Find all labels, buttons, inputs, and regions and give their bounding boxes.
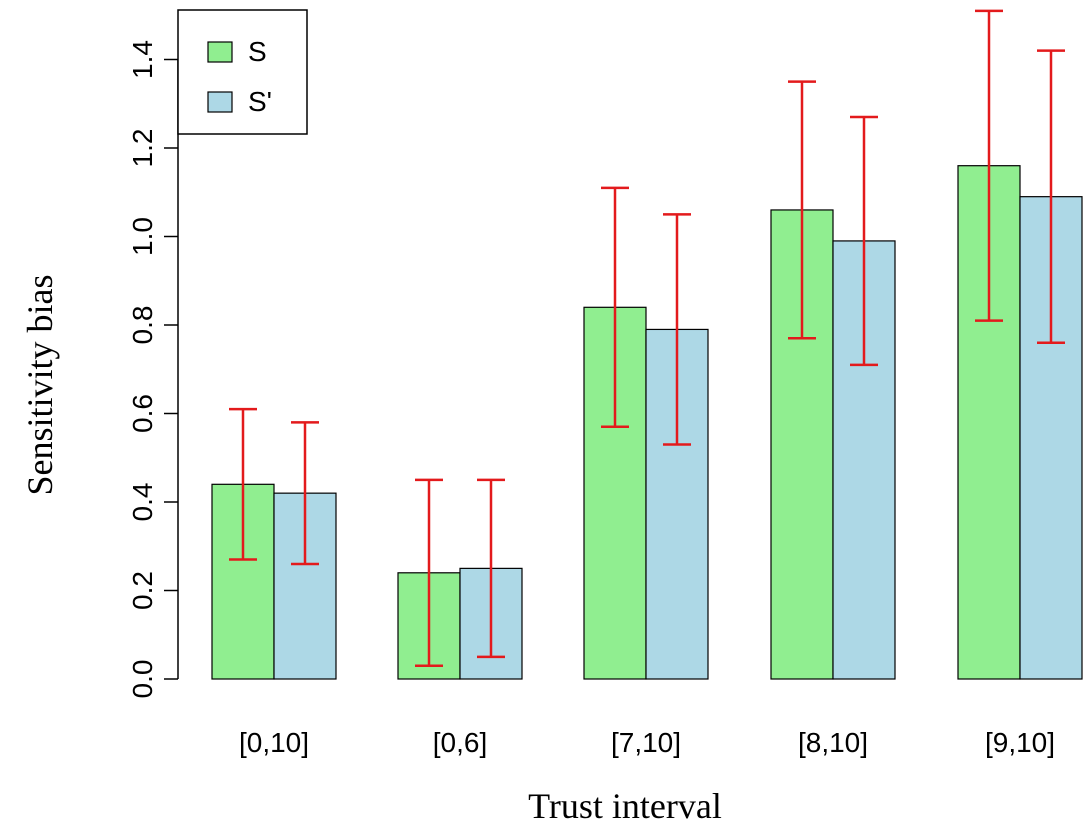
y-tick-label: 1.0 — [127, 217, 158, 256]
x-tick-label: [0,10] — [239, 727, 309, 758]
y-axis-title: Sensitivity bias — [20, 274, 60, 495]
y-tick-label: 1.2 — [127, 129, 158, 168]
x-axis-ticks: [0,10] [0,6] [7,10] [8,10] [9,10] — [239, 727, 1055, 758]
error-bar — [229, 407, 257, 561]
error-bar — [663, 213, 691, 446]
error-bar — [415, 478, 443, 667]
x-tick-label: [8,10] — [798, 727, 868, 758]
y-tick-label: 0.2 — [127, 571, 158, 610]
x-tick-label: [7,10] — [611, 727, 681, 758]
y-tick-label: 1.4 — [127, 40, 158, 79]
legend: S S' — [177, 9, 308, 135]
y-axis: 0.0 0.2 0.4 0.6 0.8 1.0 1.2 1.4 — [127, 40, 179, 699]
error-bar — [601, 186, 629, 429]
legend-label: S' — [248, 86, 272, 117]
y-tick-label: 0.8 — [127, 306, 158, 345]
error-bar — [1037, 49, 1065, 344]
x-axis-title: Trust interval — [528, 786, 722, 823]
x-tick-label: [0,6] — [433, 727, 487, 758]
y-tick-label: 0.0 — [127, 660, 158, 699]
error-bar — [477, 478, 505, 659]
error-bars — [229, 9, 1065, 667]
bars — [211, 165, 1083, 680]
legend-swatch — [207, 91, 233, 113]
error-bar — [975, 9, 1003, 322]
y-tick-label: 0.6 — [127, 394, 158, 433]
legend-swatch — [207, 41, 233, 63]
legend-box — [177, 9, 308, 135]
error-bar — [291, 421, 319, 566]
error-bar — [788, 80, 816, 340]
error-bar — [850, 115, 878, 367]
legend-label: S — [248, 36, 267, 67]
x-tick-label: [9,10] — [985, 727, 1055, 758]
y-tick-label: 0.4 — [127, 483, 158, 522]
